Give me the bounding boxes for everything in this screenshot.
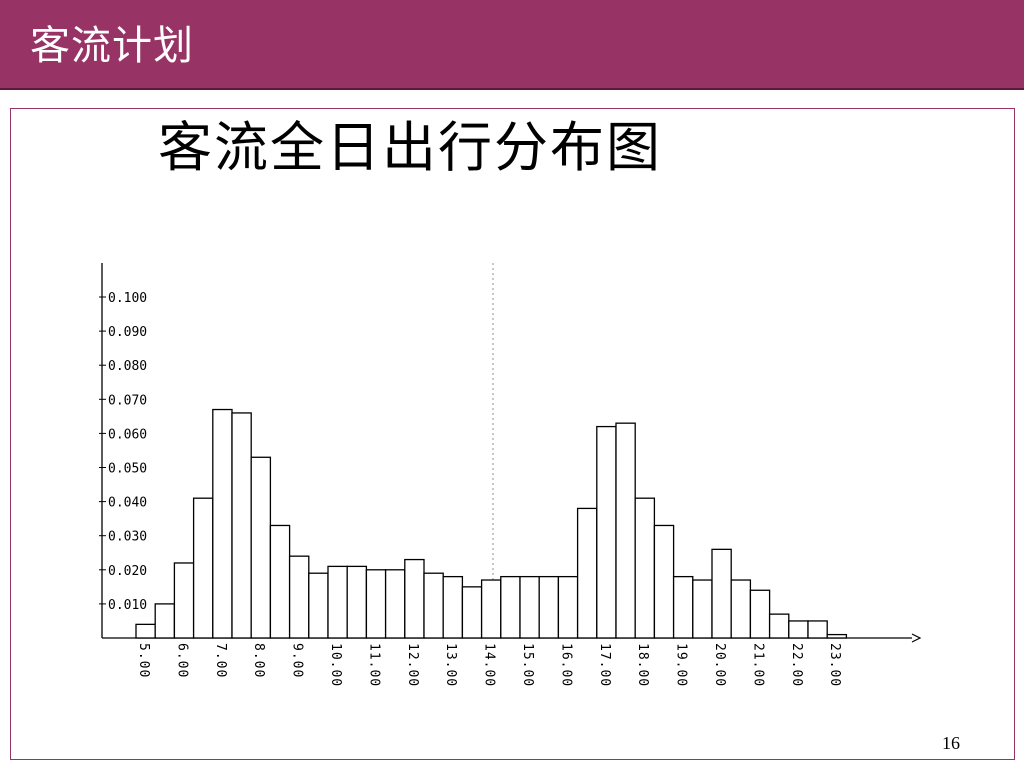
histogram-bar [480,579,502,639]
histogram-bar [615,422,636,639]
histogram-bar [231,412,252,639]
histogram-bar [308,572,329,639]
histogram-bar [730,579,752,639]
y-tick-label: 0.080 [108,359,147,374]
x-tick-label: 7.00 [213,643,228,678]
histogram-chart: 0.100 0.090 0.080 0.070 0.060 0.050 0.040 0.030… [99,263,922,687]
histogram-bar [154,603,176,639]
x-axis-arrow [911,633,922,643]
y-tick-label: 0.060 [108,427,147,442]
histogram-bar [788,620,809,639]
page-number: 16 [942,733,960,753]
x-tick-label: 10.00 [328,643,343,687]
histogram-bar [500,575,521,639]
chart-title: 客流全日出行分布图 [158,116,662,179]
histogram-bar [346,565,368,639]
histogram-bar [711,548,732,639]
histogram-bar [173,562,195,639]
y-tick-label: 0.050 [108,462,147,477]
x-tick-label: 19.00 [674,643,689,687]
histogram-bar [442,575,464,639]
x-tick-label: 15.00 [520,643,535,687]
histogram-bar [250,456,272,639]
x-tick-label: 17.00 [597,643,612,687]
x-tick-label: 23.00 [827,643,842,687]
histogram-bar [634,497,656,639]
histogram-bar [135,623,156,639]
y-tick-label: 0.020 [108,564,147,579]
histogram-bar [192,497,214,639]
slide-header: 客流计划 [0,0,1024,90]
x-tick-label: 11.00 [366,643,381,687]
histogram-bar [653,524,675,639]
histogram-bar [365,569,387,639]
y-tick-label: 0.100 [108,291,147,306]
x-tick-label: 21.00 [750,643,765,687]
y-tick-label: 0.010 [108,598,147,613]
y-tick-label: 0.030 [108,530,147,545]
histogram-bar [596,425,617,639]
content-frame [10,108,1015,760]
histogram-bar [327,565,348,639]
histogram-bar [269,524,291,639]
x-tick-label: 9.00 [290,643,305,678]
x-tick-label: 13.00 [443,643,458,687]
histogram-bar [212,408,233,639]
histogram-bar [404,558,425,639]
x-tick-label: 6.00 [174,643,189,678]
histogram-bar [557,575,579,639]
histogram-bar [826,633,848,639]
slide-title: 客流计划 [30,23,194,69]
histogram-bar [749,589,771,639]
histogram-bar [576,507,598,639]
histogram-bar [423,572,444,639]
y-tick-label: 0.040 [108,496,147,511]
x-tick-label: 14.00 [482,643,497,687]
x-tick-label: 12.00 [405,643,420,687]
x-tick-label: 18.00 [635,643,650,687]
x-tick-label: 16.00 [558,643,573,687]
histogram-bar [672,575,694,639]
histogram-bar [461,586,483,639]
histogram-bar [692,579,713,639]
histogram-bar [288,555,310,639]
y-tick-label: 0.090 [108,325,147,340]
x-tick-label: 8.00 [251,643,266,678]
histogram-bar [538,575,560,639]
histogram-bar [768,613,790,639]
histogram-bar [384,569,406,639]
x-tick-label: 5.00 [136,643,151,678]
histogram-bar [807,620,828,639]
histogram-bar [519,575,540,639]
x-tick-label: 20.00 [712,643,727,687]
y-tick-label: 0.070 [108,393,147,408]
x-tick-label: 22.00 [789,643,804,687]
